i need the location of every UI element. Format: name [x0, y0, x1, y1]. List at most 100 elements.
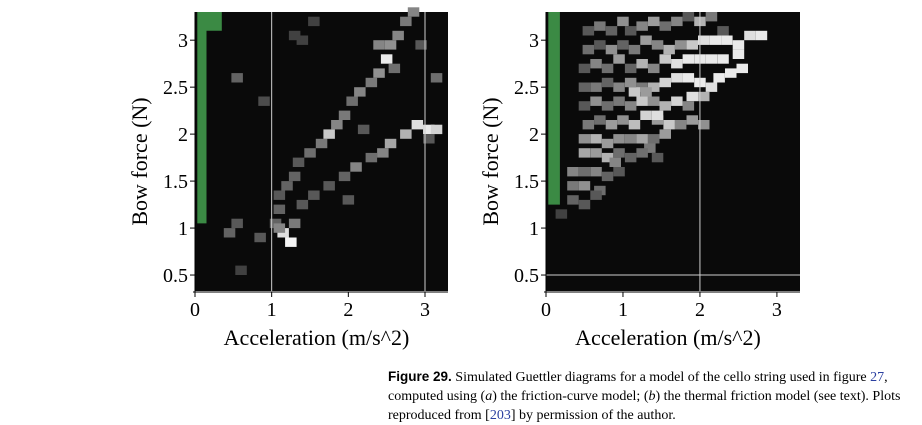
heatmap-cell — [567, 181, 579, 191]
x-tick-label: 0 — [190, 299, 200, 321]
heatmap-cell — [617, 16, 629, 27]
y-tick-label: 2 — [529, 124, 539, 146]
heatmap-cell — [663, 44, 675, 55]
heatmap-cell — [636, 59, 648, 69]
heatmap-cell — [659, 101, 671, 111]
heatmap-cell — [628, 120, 641, 130]
heatmap-cell — [686, 40, 698, 50]
caption-a: a — [485, 389, 493, 404]
y-tick-label: 1.5 — [163, 171, 188, 193]
caption-label: Figure 29. — [388, 369, 452, 384]
heatmap-cell — [380, 54, 393, 64]
heatmap-cell — [582, 120, 595, 130]
x-tick-label: 1 — [618, 299, 628, 321]
figure-caption: Figure 29. Simulated Guettler diagrams f… — [388, 367, 908, 425]
heatmap-cell — [659, 21, 671, 31]
heatmap-cell — [671, 59, 683, 69]
heatmap-cell — [659, 54, 671, 64]
heatmap-cell — [651, 152, 664, 163]
heatmap-cell — [705, 12, 718, 22]
heatmap-cell — [231, 73, 243, 83]
heatmap-cell — [288, 218, 301, 229]
figure-ref-link[interactable]: 27 — [870, 370, 885, 385]
heatmap-cell — [277, 228, 289, 238]
heatmap-cell — [384, 138, 397, 149]
heatmap-cell — [273, 204, 286, 214]
heatmap-cell — [686, 115, 698, 125]
heatmap-cell — [258, 96, 270, 106]
heatmap-cell — [651, 40, 664, 50]
heatmap-cell — [231, 218, 243, 229]
x-tick-label: 0 — [541, 299, 551, 321]
heatmap-cell — [682, 54, 695, 64]
heatmap-cell — [624, 101, 637, 111]
heatmap-cell — [331, 120, 343, 130]
x-tick-label: 1 — [267, 299, 277, 321]
heatmap-cell — [709, 35, 722, 45]
heatmap-cell — [636, 21, 648, 31]
panel-b-thermal-friction: 0 1 2 3 0.5 1 1.5 2 2.5 3 Acceleration (m/s^2) Bow … — [478, 12, 800, 350]
y-axis-label: Bow force (N) — [127, 97, 152, 225]
heatmap-cell — [346, 96, 358, 106]
heatmap-cell — [555, 209, 568, 219]
heatmap-cell — [674, 120, 687, 130]
heatmap-cell — [582, 26, 595, 36]
heatmap-cell — [377, 148, 389, 158]
heatmap-cell — [594, 21, 606, 31]
caption-b: b — [648, 389, 656, 404]
heatmap-cell — [732, 40, 745, 50]
heatmap-cell — [663, 120, 675, 130]
heatmap-cell — [594, 40, 606, 50]
heatmap-cell — [354, 87, 366, 97]
heatmap-cell — [323, 181, 335, 191]
heatmap-cell — [713, 73, 725, 83]
y-tick-label: 3 — [529, 30, 539, 52]
heatmap-cell — [601, 101, 614, 111]
heatmap-cell — [254, 232, 266, 243]
heatmap-cell — [423, 134, 435, 144]
caption-text-2: , computed using ( — [388, 370, 888, 404]
heatmap-cell — [648, 16, 660, 27]
heatmap-cell — [601, 63, 614, 74]
heatmap-cell — [323, 129, 335, 139]
heatmap-cell — [223, 228, 236, 238]
heatmap-cell — [590, 148, 602, 158]
citation-ref-link[interactable]: 203 — [489, 408, 511, 423]
heatmap-cell — [235, 265, 247, 275]
heatmap-cell — [682, 101, 695, 111]
x-tick-label: 2 — [695, 299, 705, 321]
panel-a-friction-curve: 0 1 2 3 0.5 1 1.5 2 2.5 3 Acceleration (m/s^2) Bow … — [127, 7, 448, 350]
heatmap-cell — [659, 129, 671, 139]
heatmap-cell — [365, 152, 378, 163]
heatmap-cell — [717, 26, 729, 36]
heatmap-cell — [342, 195, 355, 205]
x-tick-label: 3 — [772, 299, 782, 321]
heatmap-cell — [296, 35, 309, 45]
heatmap-cell — [609, 157, 621, 167]
green-region — [197, 12, 222, 224]
heatmap-cell — [736, 63, 748, 74]
green-region — [548, 12, 560, 205]
heatmap-cell — [755, 30, 768, 41]
heatmap-cell — [601, 77, 614, 88]
heatmap-cell — [628, 87, 641, 97]
y-tick-label: 0.5 — [514, 265, 539, 287]
heatmap-cell — [415, 40, 427, 50]
heatmap-cell — [411, 120, 424, 130]
heatmap-cell — [624, 26, 637, 36]
heatmap-cell — [617, 40, 629, 50]
heatmap-cell — [648, 96, 660, 106]
heatmap-cell — [578, 167, 591, 177]
heatmap-cell — [601, 138, 614, 149]
heatmap-cell — [671, 96, 683, 106]
heatmap-cell — [578, 82, 591, 92]
heatmap-cell — [674, 40, 687, 50]
heatmap-cell — [617, 115, 629, 125]
heatmap-cell — [636, 134, 648, 144]
heatmap-cell — [744, 30, 756, 41]
heatmap-cell — [648, 63, 660, 74]
heatmap-cell — [338, 171, 351, 182]
heatmap-cell — [373, 68, 385, 78]
heatmap-cell — [392, 30, 404, 41]
y-tick-label: 2 — [178, 124, 188, 146]
